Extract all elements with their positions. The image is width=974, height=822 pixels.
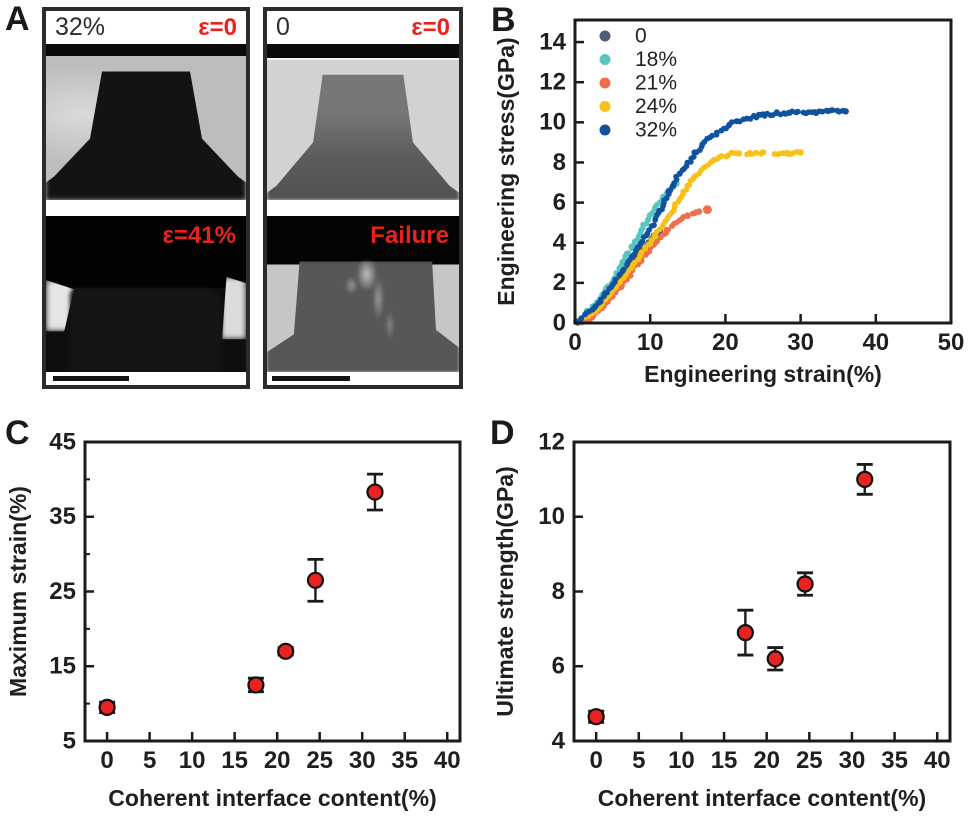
svg-text:10: 10: [179, 747, 206, 774]
strain-41-label: ε=41%: [162, 222, 236, 249]
svg-text:5: 5: [632, 747, 645, 774]
tem-header-0pct: 0 ε=0: [267, 11, 459, 44]
svg-text:0: 0: [589, 747, 602, 774]
svg-text:0: 0: [568, 329, 581, 356]
svg-text:15: 15: [221, 747, 248, 774]
tem-frame-0pct: 0 ε=0 Failure: [263, 7, 463, 389]
image-divider: [46, 200, 246, 216]
punch-tip: [267, 44, 459, 58]
errorbar-points: [98, 472, 384, 716]
svg-text:2: 2: [553, 269, 566, 296]
svg-text:20: 20: [753, 747, 780, 774]
x-axis-label: Coherent interface content(%): [108, 785, 436, 811]
tem-strain-zero-label: ε=0: [411, 13, 450, 41]
tem-strain-zero-label: ε=0: [198, 13, 237, 41]
y-axis-label: Ultimate strength(GPa): [492, 466, 518, 716]
svg-text:14: 14: [539, 28, 566, 55]
svg-text:8: 8: [552, 578, 565, 605]
tem-sample-label: 0: [276, 13, 290, 41]
x-axis: 0 10 20 30 40 50: [568, 314, 964, 356]
svg-text:10: 10: [539, 109, 566, 136]
svg-text:18%: 18%: [635, 48, 677, 71]
svg-text:10: 10: [668, 747, 695, 774]
punch-tip: [46, 44, 246, 56]
scale-bar: [272, 376, 350, 381]
svg-text:35: 35: [881, 747, 908, 774]
tem-header-32pct: 32% ε=0: [46, 11, 246, 44]
y-axis: 0 2 4 6 8 10 12 14: [539, 28, 584, 336]
scale-bar-row: [267, 372, 459, 385]
x-axis: 0 5 10 15 20 25 30 35 40: [100, 732, 461, 774]
svg-text:12: 12: [539, 69, 566, 96]
svg-text:24%: 24%: [635, 95, 677, 118]
svg-text:20: 20: [264, 747, 291, 774]
series-group: [573, 107, 849, 327]
svg-text:45: 45: [49, 428, 76, 455]
svg-text:25: 25: [49, 578, 76, 605]
svg-text:32%: 32%: [635, 119, 677, 142]
svg-text:40: 40: [862, 329, 889, 356]
svg-text:25: 25: [796, 747, 823, 774]
svg-text:6: 6: [553, 189, 566, 216]
svg-text:40: 40: [434, 747, 461, 774]
tem-image-0pct-failure: Failure: [267, 216, 459, 372]
svg-text:0: 0: [635, 25, 647, 48]
svg-text:30: 30: [787, 329, 814, 356]
legend: 018%21%24%32%: [599, 25, 677, 142]
chart-ultimate-strength: 0 5 10 15 20 25 30 35 40 4 6 8 10 12 Coherent interfac…: [492, 428, 952, 811]
compressed-pillar: [70, 287, 222, 372]
tem-image-0pct-initial: [267, 44, 459, 200]
svg-text:30: 30: [839, 747, 866, 774]
svg-text:25: 25: [306, 747, 333, 774]
scale-bar-row: [46, 372, 246, 385]
svg-text:5: 5: [143, 747, 156, 774]
panel-d-letter: D: [490, 414, 515, 452]
panel-c-letter: C: [5, 414, 30, 452]
svg-text:4: 4: [552, 727, 566, 754]
errorbar-points: [587, 463, 874, 726]
x-axis-label: Engineering strain(%): [644, 361, 882, 387]
chart-stress-strain: 0 10 20 30 40 50 0 2 4 6 8 10 12 14 Engineering strain…: [493, 18, 964, 387]
crack-features: [267, 261, 459, 372]
tem-image-32pct-compressed: ε=41%: [46, 216, 246, 372]
image-divider: [267, 200, 459, 216]
svg-text:0: 0: [553, 309, 566, 336]
svg-text:0: 0: [100, 747, 113, 774]
series-32%: [574, 107, 849, 326]
svg-text:6: 6: [552, 653, 565, 680]
svg-text:21%: 21%: [635, 72, 677, 95]
svg-text:40: 40: [924, 747, 951, 774]
scale-bar: [53, 376, 129, 381]
svg-text:50: 50: [938, 329, 965, 356]
svg-text:5: 5: [63, 727, 76, 754]
tem-image-32pct-initial: [46, 44, 246, 200]
x-axis-label: Coherent interface content(%): [598, 785, 926, 811]
svg-text:4: 4: [553, 229, 567, 256]
x-axis: 0 5 10 15 20 25 30 35 40: [589, 732, 951, 774]
svg-text:8: 8: [553, 149, 566, 176]
svg-text:30: 30: [349, 747, 376, 774]
svg-text:15: 15: [49, 653, 76, 680]
micropillar: [267, 74, 459, 200]
y-axis: 4 6 8 10 12: [538, 428, 583, 754]
y-axis-label: Engineering stress(GPa): [493, 37, 519, 305]
svg-text:10: 10: [538, 503, 565, 530]
tem-sample-label: 32%: [55, 13, 106, 41]
panel-a-letter: A: [5, 0, 30, 38]
svg-text:20: 20: [712, 329, 739, 356]
svg-text:35: 35: [49, 503, 76, 530]
y-axis-label: Maximum strain(%): [5, 486, 31, 697]
series-24%: [573, 148, 804, 326]
svg-text:12: 12: [538, 428, 565, 455]
svg-text:35: 35: [391, 747, 418, 774]
tem-highlight: [222, 276, 246, 340]
tem-frame-32pct: 32% ε=0 ε=41%: [42, 7, 250, 389]
svg-text:15: 15: [711, 747, 738, 774]
panel-b-letter: B: [491, 1, 516, 39]
svg-text:10: 10: [637, 329, 664, 356]
y-axis: 5 15 25 35 45: [49, 428, 94, 754]
failure-label: Failure: [370, 222, 449, 249]
